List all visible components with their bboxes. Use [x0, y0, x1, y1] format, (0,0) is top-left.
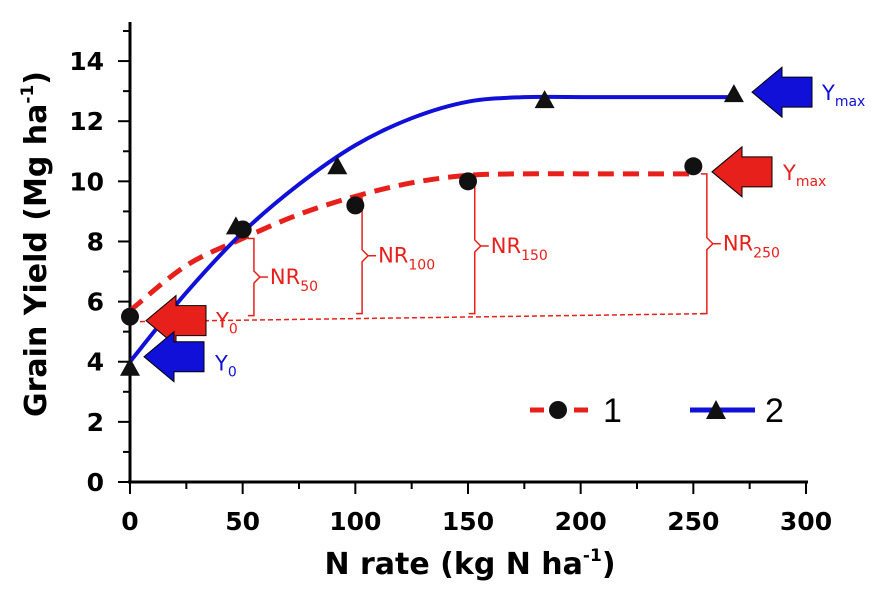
series-1-point — [459, 172, 477, 191]
nr-annotations: NR50 NR100 NR150 NR250 — [139, 173, 780, 323]
nr-label: NR250 — [723, 232, 780, 262]
series-2-point — [534, 90, 555, 109]
ymax-arrow-blue — [751, 66, 813, 119]
nr-bracket — [356, 197, 370, 315]
series-2-fit-line — [128, 94, 734, 363]
x-tick-label: 50 — [225, 507, 260, 536]
y0-label-blue: Y0 — [214, 352, 237, 381]
y0-arrow-red — [145, 294, 207, 347]
y-tick-label: 2 — [87, 408, 104, 437]
legend-marker-1 — [549, 401, 567, 419]
nr-bracket — [700, 173, 714, 315]
nr-label: NR100 — [378, 244, 435, 274]
series-1-point — [684, 157, 703, 176]
x-axis-title: N rate (kg N ha-1) — [324, 546, 615, 582]
y-tick-label: 14 — [69, 47, 104, 76]
y-tick-label: 8 — [87, 227, 104, 256]
nr-bracket — [247, 237, 261, 317]
y-tick-label: 12 — [69, 107, 104, 136]
nr-label: NR50 — [270, 265, 318, 295]
y-tick-label: 0 — [87, 468, 104, 497]
legend: 1 2 — [530, 392, 784, 430]
x-tick-label: 200 — [555, 507, 607, 536]
x-tick-label: 100 — [329, 507, 381, 536]
ymax-label-blue: Ymax — [821, 81, 865, 110]
series-1-fit-line — [128, 171, 694, 313]
y0-label-red: Y0 — [215, 309, 238, 338]
x-tick-label: 250 — [667, 507, 719, 536]
nr-baseline — [139, 312, 707, 323]
y-axis-title: Grain Yield (Mg ha-1) — [18, 71, 54, 417]
series-2-point — [327, 156, 348, 175]
y-tick-label: 6 — [87, 288, 104, 317]
legend-label-2: 2 — [765, 392, 784, 430]
y-tick-label: 4 — [87, 348, 104, 377]
y-arrows: Y0 Y0 Ymax Ymax — [143, 66, 865, 383]
series-1-point — [346, 196, 365, 215]
x-tick-label: 0 — [121, 507, 138, 536]
legend-label-1: 1 — [603, 392, 622, 430]
x-tick-label: 300 — [780, 507, 832, 536]
series-2-point — [120, 357, 140, 376]
series-2-markers — [120, 84, 744, 376]
y-tick-label: 10 — [69, 167, 104, 196]
x-tick-label: 150 — [442, 507, 494, 536]
nr-label: NR150 — [491, 234, 548, 264]
series-1-point — [121, 307, 139, 326]
series-2-point — [723, 84, 744, 103]
y0-arrow-blue — [143, 330, 205, 383]
axis-ticks — [118, 30, 807, 494]
series-2-point — [225, 216, 246, 235]
legend-marker-2 — [706, 400, 726, 419]
nr-bracket — [468, 177, 482, 315]
ymax-arrow-red — [711, 145, 773, 198]
ymax-label-red: Ymax — [782, 161, 826, 190]
